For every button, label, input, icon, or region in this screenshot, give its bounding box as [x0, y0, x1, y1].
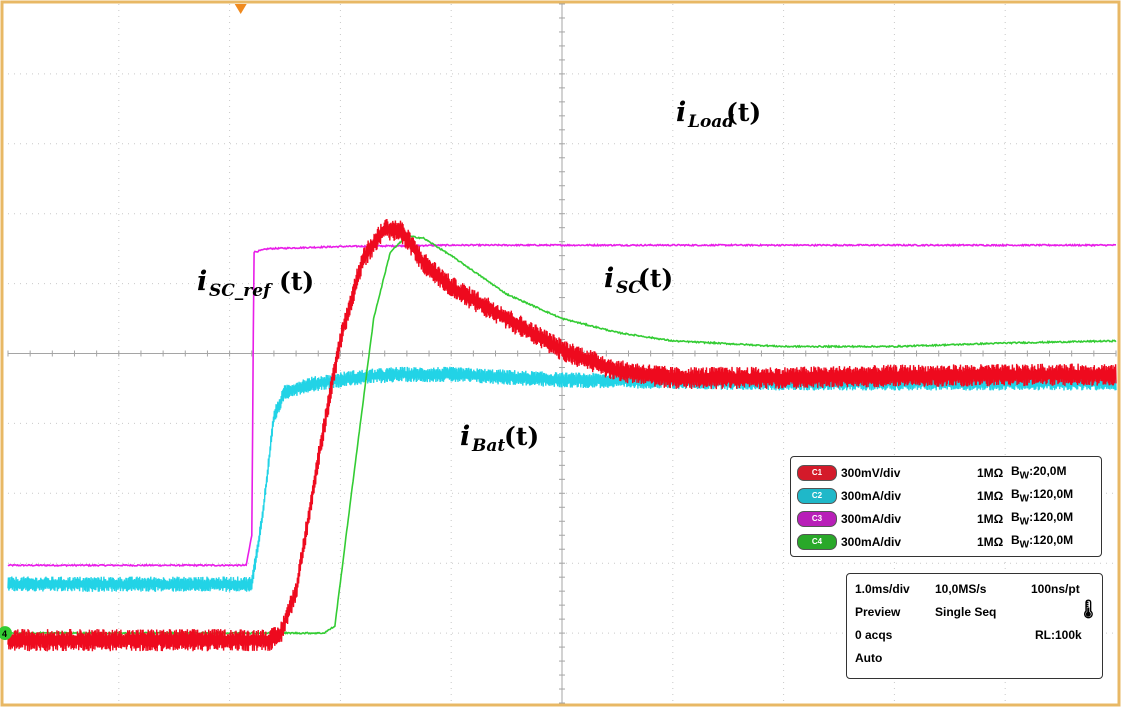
- channel-scale: 300mA/div: [841, 534, 902, 549]
- trigger-position-marker: [234, 4, 247, 14]
- thermometer-icon: 🌡: [1077, 599, 1100, 619]
- channel-bandwidth: BW:120,0M: [1011, 532, 1074, 551]
- acquisition-panel[interactable]: 1.0ms/div 10,0MS/s 100ns/pt Preview Sing…: [846, 573, 1103, 679]
- channel-badge-c2[interactable]: C2: [797, 487, 837, 504]
- channel-badge-c4[interactable]: C4: [797, 533, 837, 550]
- svg-text:(t): (t): [504, 422, 539, 451]
- svg-text:(t): (t): [279, 267, 314, 296]
- trigger-mode[interactable]: Auto: [855, 651, 883, 665]
- acquisition-mode: Preview: [855, 605, 901, 619]
- channel-ground-marker: [0, 626, 12, 641]
- waveform-traces: [7, 218, 1117, 652]
- sequence-mode[interactable]: Single Seq: [935, 605, 997, 619]
- label-i-load: i Load (t): [676, 97, 761, 132]
- ground-marker-label: 4: [2, 629, 7, 639]
- label-i-sc-ref: i SC_ref (t): [197, 266, 314, 301]
- channel-scale: 300mA/div: [841, 511, 902, 526]
- channel-scale: 300mV/div: [841, 465, 901, 480]
- screen-markers: 4: [0, 4, 247, 641]
- channel-row-c4[interactable]: C4 300mA/div 1MΩ BW:120,0M: [797, 530, 1095, 553]
- channel-settings-panel: C1 300mV/div 1MΩ BW:20,0M C2 300mA/div 1…: [790, 456, 1102, 557]
- channel-impedance: 1MΩ: [977, 534, 1004, 549]
- channel-badge-c3[interactable]: C3: [797, 510, 837, 527]
- svg-text:i: i: [460, 421, 470, 452]
- time-resolution: 100ns/pt: [1031, 582, 1080, 596]
- label-i-bat: i Bat (t): [460, 421, 539, 456]
- record-length: RL:100k: [1035, 628, 1082, 642]
- svg-text:Bat: Bat: [471, 436, 505, 456]
- acquisition-count: 0 acqs: [855, 628, 893, 642]
- trace-c3: [7, 242, 1116, 568]
- svg-text:(t): (t): [726, 98, 761, 127]
- label-i-sc: i SC (t): [604, 263, 673, 298]
- channel-row-c3[interactable]: C3 300mA/div 1MΩ BW:120,0M: [797, 507, 1095, 530]
- timebase[interactable]: 1.0ms/div: [855, 582, 910, 596]
- svg-text:i: i: [676, 97, 686, 128]
- channel-impedance: 1MΩ: [977, 511, 1004, 526]
- channel-row-c1[interactable]: C1 300mV/div 1MΩ BW:20,0M: [797, 461, 1095, 484]
- channel-impedance: 1MΩ: [977, 465, 1004, 480]
- svg-text:Load: Load: [687, 112, 734, 132]
- channel-impedance: 1MΩ: [977, 488, 1004, 503]
- sample-rate: 10,0MS/s: [935, 582, 987, 596]
- channel-bandwidth: BW:120,0M: [1011, 509, 1074, 528]
- channel-bandwidth: BW:120,0M: [1011, 486, 1074, 505]
- svg-text:i: i: [197, 266, 207, 297]
- trace-c1: [7, 218, 1117, 652]
- channel-bandwidth: BW:20,0M: [1011, 463, 1067, 482]
- channel-badge-c1[interactable]: C1: [797, 464, 837, 481]
- channel-scale: 300mA/div: [841, 488, 902, 503]
- svg-text:i: i: [604, 263, 614, 294]
- svg-text:SC_ref: SC_ref: [209, 281, 273, 301]
- channel-row-c2[interactable]: C2 300mA/div 1MΩ BW:120,0M: [797, 484, 1095, 507]
- svg-text:SC: SC: [616, 278, 642, 298]
- svg-text:(t): (t): [638, 264, 673, 293]
